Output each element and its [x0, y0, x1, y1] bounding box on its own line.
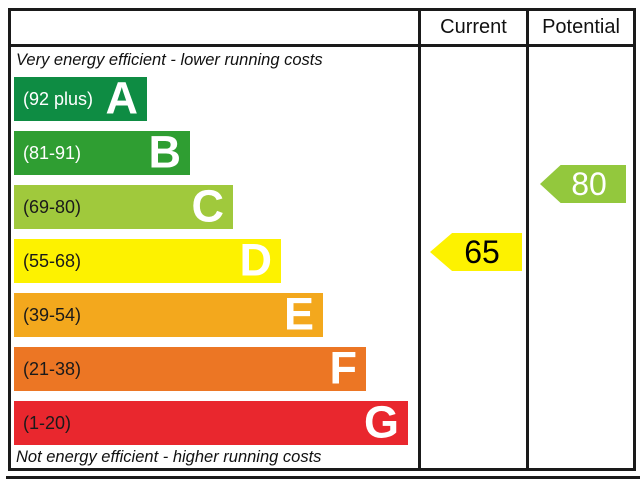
band-range-label: (21-38)	[23, 358, 82, 379]
potential-column-header: Potential	[542, 16, 620, 38]
band-range-label: (81-91)	[23, 142, 82, 163]
band-letter: B	[148, 126, 182, 178]
current-rating-value: 65	[464, 233, 500, 270]
potential-column	[526, 47, 633, 468]
band-range-label: (69-80)	[23, 196, 82, 217]
band-d: (55-68) D	[14, 234, 281, 286]
current-column-header: Current	[440, 16, 507, 38]
band-b: (81-91) B	[14, 126, 190, 178]
current-column	[418, 47, 526, 468]
band-letter: G	[363, 396, 399, 448]
band-range-label: (92 plus)	[23, 88, 94, 109]
table-body-row: Very energy efficient - lower running co…	[11, 47, 633, 468]
band-a: (92 plus) A	[14, 72, 147, 124]
band-e: (39-54) E	[14, 288, 323, 340]
next-section-border	[6, 476, 640, 479]
bottom-note: Not energy efficient - higher running co…	[16, 448, 322, 466]
current-rating-arrow: 65	[430, 233, 522, 271]
band-c: (69-80) C	[14, 180, 233, 232]
band-letter: A	[105, 72, 139, 124]
top-note: Very energy efficient - lower running co…	[16, 51, 323, 69]
header-cell-bands	[11, 11, 418, 44]
band-g: (1-20) G	[14, 396, 408, 448]
bands-column: Very energy efficient - lower running co…	[11, 47, 418, 468]
band-range-label: (1-20)	[23, 412, 72, 433]
band-f: (21-38) F	[14, 342, 366, 394]
band-letter: C	[191, 180, 225, 232]
potential-rating-arrow: 80	[540, 165, 626, 203]
band-range-label: (55-68)	[23, 250, 82, 271]
header-cell-current: Current	[418, 11, 526, 44]
band-letter: F	[329, 342, 358, 394]
potential-rating-value: 80	[571, 165, 607, 202]
band-letter: E	[283, 288, 314, 340]
header-cell-potential: Potential	[526, 11, 633, 44]
rating-table: Current Potential Very energy efficient …	[8, 8, 636, 471]
table-header-row: Current Potential	[11, 11, 633, 47]
band-letter: D	[239, 234, 273, 286]
band-range-label: (39-54)	[23, 304, 82, 325]
